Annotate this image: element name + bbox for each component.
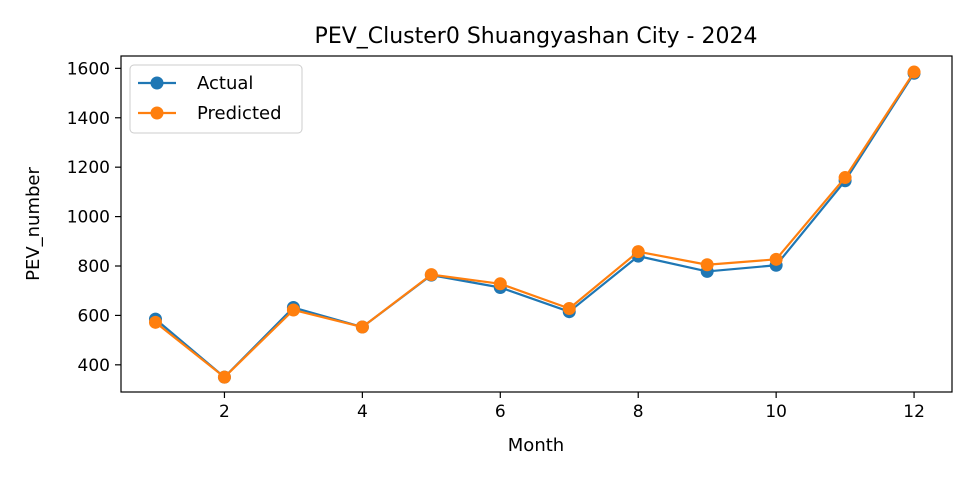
data-point-predicted	[769, 252, 783, 266]
series-line-predicted	[154, 71, 915, 379]
data-point-predicted	[286, 303, 300, 317]
x-tick-label: 4	[357, 402, 368, 422]
x-tick-label: 2	[219, 402, 230, 422]
y-tick-label: 400	[78, 356, 110, 376]
y-tick-label: 1400	[67, 109, 110, 129]
y-tick-label: 600	[78, 306, 110, 326]
x-tick-label: 12	[903, 402, 925, 422]
data-point-predicted	[562, 301, 576, 315]
legend-label-predicted: Predicted	[197, 103, 282, 124]
data-point-predicted	[148, 315, 162, 329]
legend-label-actual: Actual	[197, 73, 253, 94]
legend-marker-actual	[150, 76, 164, 90]
data-point-predicted	[424, 268, 438, 282]
chart-title: PEV_Cluster0 Shuangyashan City - 2024	[315, 24, 758, 49]
legend: Actual Predicted	[129, 64, 303, 134]
y-axis-ticks: 400 600 800 1000 1200 1400 1600	[67, 59, 121, 376]
y-axis-label: PEV_number	[23, 167, 44, 281]
plot-area	[148, 65, 921, 384]
legend-marker-predicted	[150, 106, 164, 120]
x-axis-label: Month	[508, 435, 564, 456]
data-point-predicted	[700, 258, 714, 272]
data-point-predicted	[217, 370, 231, 384]
x-tick-label: 8	[633, 402, 644, 422]
data-point-predicted	[907, 65, 921, 79]
series-line-actual	[154, 72, 915, 379]
y-tick-label: 1600	[67, 59, 110, 79]
data-point-predicted	[355, 320, 369, 334]
x-axis-ticks: 2 4 6 8 10 12	[219, 392, 925, 422]
axes-frame	[120, 55, 953, 393]
data-point-predicted	[838, 171, 852, 185]
data-point-predicted	[631, 245, 645, 259]
x-tick-label: 10	[765, 402, 787, 422]
y-tick-label: 800	[78, 257, 110, 277]
y-tick-label: 1000	[67, 208, 110, 228]
data-point-predicted	[493, 277, 507, 291]
x-tick-label: 6	[495, 402, 506, 422]
series-predicted	[148, 65, 921, 384]
y-tick-label: 1200	[67, 158, 110, 178]
